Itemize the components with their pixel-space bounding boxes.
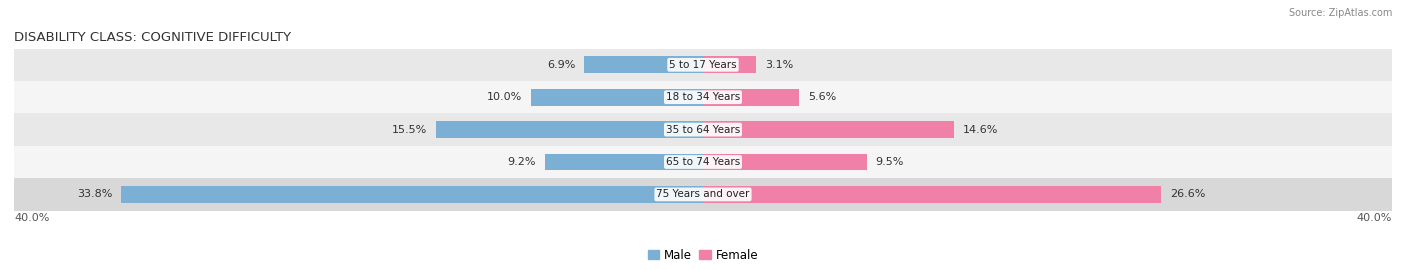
Bar xyxy=(14,178,1392,211)
Text: 5.6%: 5.6% xyxy=(808,92,837,102)
Text: 15.5%: 15.5% xyxy=(392,124,427,135)
Text: 35 to 64 Years: 35 to 64 Years xyxy=(666,124,740,135)
Text: 33.8%: 33.8% xyxy=(77,189,112,200)
Bar xyxy=(14,81,1392,113)
Bar xyxy=(531,89,703,106)
Text: Source: ZipAtlas.com: Source: ZipAtlas.com xyxy=(1288,8,1392,18)
Bar xyxy=(436,121,703,138)
Text: 18 to 34 Years: 18 to 34 Years xyxy=(666,92,740,102)
Text: 26.6%: 26.6% xyxy=(1170,189,1205,200)
Bar xyxy=(703,89,800,106)
Text: 14.6%: 14.6% xyxy=(963,124,998,135)
Text: 9.5%: 9.5% xyxy=(875,157,904,167)
Text: 40.0%: 40.0% xyxy=(14,213,49,223)
Bar xyxy=(703,56,756,73)
Bar xyxy=(14,113,1392,146)
Bar xyxy=(14,146,1392,178)
Text: 10.0%: 10.0% xyxy=(486,92,522,102)
Bar xyxy=(703,186,1161,203)
Text: 9.2%: 9.2% xyxy=(508,157,536,167)
Text: 40.0%: 40.0% xyxy=(1357,213,1392,223)
Bar xyxy=(544,154,703,170)
Bar xyxy=(583,56,703,73)
Text: 6.9%: 6.9% xyxy=(547,60,575,70)
Text: 75 Years and over: 75 Years and over xyxy=(657,189,749,200)
Bar xyxy=(121,186,703,203)
Text: 65 to 74 Years: 65 to 74 Years xyxy=(666,157,740,167)
Text: 5 to 17 Years: 5 to 17 Years xyxy=(669,60,737,70)
Text: DISABILITY CLASS: COGNITIVE DIFFICULTY: DISABILITY CLASS: COGNITIVE DIFFICULTY xyxy=(14,31,291,44)
Text: 3.1%: 3.1% xyxy=(765,60,793,70)
Bar xyxy=(703,154,866,170)
Bar xyxy=(703,121,955,138)
Bar xyxy=(14,49,1392,81)
Legend: Male, Female: Male, Female xyxy=(643,244,763,266)
